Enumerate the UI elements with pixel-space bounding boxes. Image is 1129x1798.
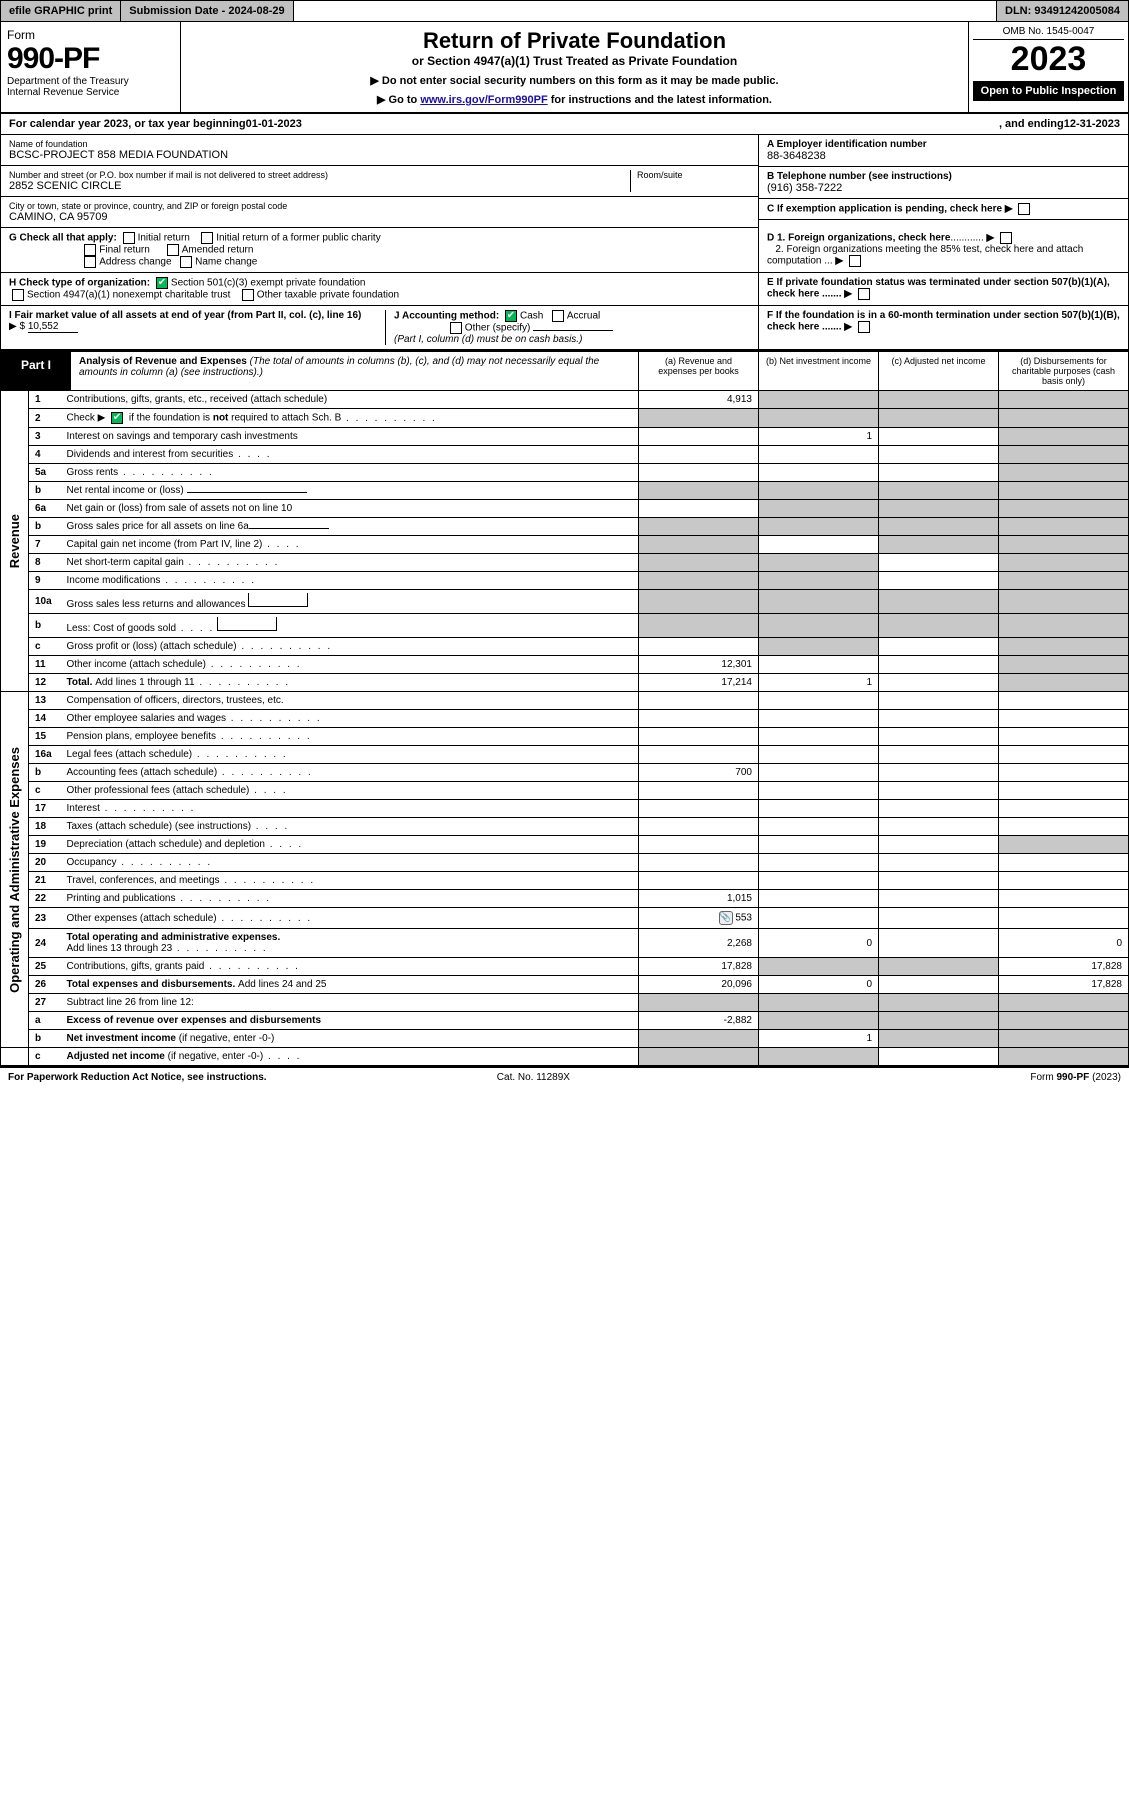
attachment-icon[interactable]: 📎 [719, 911, 733, 925]
top-bar: efile GRAPHIC print Submission Date - 20… [0, 0, 1129, 22]
row-22: 22Printing and publications1,015 [1, 890, 1129, 908]
checkbox-d2[interactable] [849, 255, 861, 267]
checkbox-c[interactable] [1018, 203, 1030, 215]
checkbox-initial[interactable] [123, 232, 135, 244]
row-h: H Check type of organization: Section 50… [0, 273, 1129, 306]
col-d-head: (d) Disbursements for charitable purpose… [998, 352, 1128, 390]
row-4: 4Dividends and interest from securities [1, 446, 1129, 464]
checkbox-e[interactable] [858, 288, 870, 300]
row-10b: bLess: Cost of goods sold [1, 614, 1129, 638]
fmv-value: 10,552 [28, 321, 78, 333]
checkbox-initial-former[interactable] [201, 232, 213, 244]
row-14: 14Other employee salaries and wages [1, 710, 1129, 728]
checkbox-501c3[interactable] [156, 277, 168, 289]
instructions-link[interactable]: www.irs.gov/Form990PF [420, 94, 547, 106]
row-25: 25Contributions, gifts, grants paid17,82… [1, 958, 1129, 976]
c-cell: C If exemption application is pending, c… [759, 199, 1128, 220]
row-2: 2 Check ▶ if the foundation is not requi… [1, 409, 1129, 428]
row-5a: 5aGross rents [1, 464, 1129, 482]
checkbox-d1[interactable] [1000, 232, 1012, 244]
row-24: 24Total operating and administrative exp… [1, 929, 1129, 958]
checkbox-addrchange[interactable] [84, 256, 96, 268]
checkbox-other-method[interactable] [450, 322, 462, 334]
row-20: 20Occupancy [1, 854, 1129, 872]
row-9: 9Income modifications [1, 572, 1129, 590]
year-block: OMB No. 1545-0047 2023 Open to Public In… [968, 22, 1128, 112]
row-ij: I Fair market value of all assets at end… [0, 306, 1129, 350]
row-19: 19Depreciation (attach schedule) and dep… [1, 836, 1129, 854]
col-a-head: (a) Revenue and expenses per books [638, 352, 758, 390]
open-inspection: Open to Public Inspection [973, 81, 1124, 101]
row-15: 15Pension plans, employee benefits [1, 728, 1129, 746]
checkbox-f[interactable] [858, 321, 870, 333]
address-cell: Number and street (or P.O. box number if… [1, 166, 758, 197]
row-g: G Check all that apply: Initial return I… [0, 228, 1129, 273]
checkbox-amended[interactable] [167, 244, 179, 256]
row-10a: 10aGross sales less returns and allowanc… [1, 590, 1129, 614]
row-7: 7Capital gain net income (from Part IV, … [1, 536, 1129, 554]
row-16b: bAccounting fees (attach schedule)700 [1, 764, 1129, 782]
dln: DLN: 93491242005084 [996, 1, 1128, 21]
row-11: 11Other income (attach schedule)12,301 [1, 656, 1129, 674]
row-3: 3Interest on savings and temporary cash … [1, 428, 1129, 446]
checkbox-cash[interactable] [505, 310, 517, 322]
entity-grid: Name of foundation BCSC-PROJECT 858 MEDI… [0, 135, 1129, 228]
checkbox-namechange[interactable] [180, 256, 192, 268]
city-cell: City or town, state or province, country… [1, 197, 758, 228]
analysis-table: Revenue 1 Contributions, gifts, grants, … [0, 391, 1129, 1067]
row-1: Revenue 1 Contributions, gifts, grants, … [1, 391, 1129, 409]
tax-year: 2023 [973, 40, 1124, 79]
row-21: 21Travel, conferences, and meetings [1, 872, 1129, 890]
row-16a: 16aLegal fees (attach schedule) [1, 746, 1129, 764]
row-17: 17Interest [1, 800, 1129, 818]
row-8: 8Net short-term capital gain [1, 554, 1129, 572]
row-6b: bGross sales price for all assets on lin… [1, 518, 1129, 536]
row-6a: 6aNet gain or (loss) from sale of assets… [1, 500, 1129, 518]
checkbox-4947[interactable] [12, 289, 24, 301]
row-10c: cGross profit or (loss) (attach schedule… [1, 638, 1129, 656]
calendar-year-row: For calendar year 2023, or tax year begi… [0, 114, 1129, 135]
row-5b: bNet rental income or (loss) [1, 482, 1129, 500]
row-26: 26Total expenses and disbursements. Add … [1, 976, 1129, 994]
phone-cell: B Telephone number (see instructions) (9… [759, 167, 1128, 199]
form-header: Form 990-PF Department of the Treasury I… [0, 22, 1129, 114]
submission-date: Submission Date - 2024-08-29 [121, 1, 293, 21]
checkbox-schB[interactable] [111, 412, 123, 424]
checkbox-accrual[interactable] [552, 310, 564, 322]
row-27: 27Subtract line 26 from line 12: [1, 994, 1129, 1012]
row-27a: aExcess of revenue over expenses and dis… [1, 1012, 1129, 1030]
row-18: 18Taxes (attach schedule) (see instructi… [1, 818, 1129, 836]
col-b-head: (b) Net investment income [758, 352, 878, 390]
row-23: 23Other expenses (attach schedule)📎 553 [1, 908, 1129, 929]
omb-number: OMB No. 1545-0047 [973, 26, 1124, 40]
foundation-name-cell: Name of foundation BCSC-PROJECT 858 MEDI… [1, 135, 758, 166]
row-12: 12Total. Add lines 1 through 1117,2141 [1, 674, 1129, 692]
efile-label[interactable]: efile GRAPHIC print [1, 1, 121, 21]
checkbox-other-taxable[interactable] [242, 289, 254, 301]
row-27c: cAdjusted net income (if negative, enter… [1, 1048, 1129, 1067]
checkbox-final[interactable] [84, 244, 96, 256]
row-16c: cOther professional fees (attach schedul… [1, 782, 1129, 800]
part1-header: Part I Analysis of Revenue and Expenses … [0, 350, 1129, 391]
row-13: Operating and Administrative Expenses 13… [1, 692, 1129, 710]
ein-cell: A Employer identification number 88-3648… [759, 135, 1128, 167]
form-title: Return of Private Foundation [191, 28, 958, 54]
form-title-block: Return of Private Foundation or Section … [181, 22, 968, 112]
form-id-block: Form 990-PF Department of the Treasury I… [1, 22, 181, 112]
row-27b: bNet investment income (if negative, ent… [1, 1030, 1129, 1048]
col-c-head: (c) Adjusted net income [878, 352, 998, 390]
page-footer: For Paperwork Reduction Act Notice, see … [0, 1067, 1129, 1087]
